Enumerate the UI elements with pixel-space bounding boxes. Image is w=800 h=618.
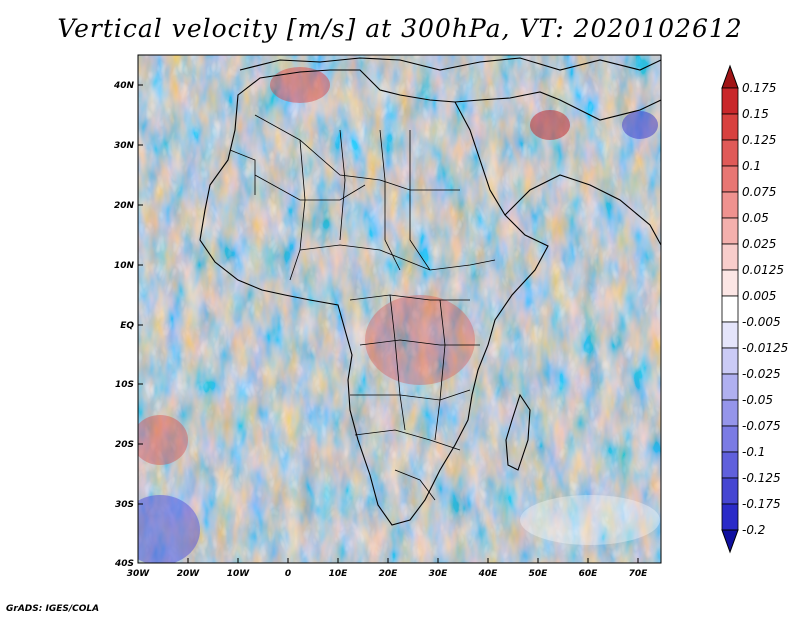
lat-label: 10N (114, 261, 135, 271)
colorbar-swatch (721, 399, 739, 427)
lat-label: 10S (115, 380, 134, 390)
colorbar-level-label: 0.075 (742, 185, 776, 199)
lon-label: 50E (529, 569, 549, 579)
colorbar-level-label: 0.125 (742, 133, 776, 147)
colorbar-swatch (721, 139, 739, 167)
colorbar-level-label: 0.05 (742, 211, 769, 225)
lon-label: 70E (629, 569, 649, 579)
colorbar-level-label: -0.005 (742, 315, 781, 329)
colorbar-swatch (721, 477, 739, 505)
chart-title: Vertical velocity [m/s] at 300hPa, VT: 2… (57, 14, 743, 43)
colorbar-level-label: -0.025 (742, 367, 781, 381)
colorbar-swatch (721, 191, 739, 219)
colorbar-level-label: 0.005 (742, 289, 776, 303)
colorbar-top-arrow (721, 64, 739, 89)
colorbar-level-label: 0.15 (742, 107, 769, 121)
colorbar-swatch (721, 269, 739, 297)
colorbar-swatch (721, 503, 739, 531)
lon-label: 20E (379, 569, 399, 579)
colorbar-level-label: -0.1 (742, 445, 765, 459)
colorbar-level-label: 0.0125 (742, 263, 784, 277)
colorbar-swatch (721, 451, 739, 479)
colorbar-level-label: -0.2 (742, 523, 765, 537)
colorbar-level-label: 0.025 (742, 237, 776, 251)
lon-label: 10E (329, 569, 349, 579)
lat-label: 20N (114, 201, 135, 211)
country-borders (229, 114, 496, 501)
lon-label: 0 (285, 569, 291, 579)
colorbar-level-label: -0.0125 (742, 341, 788, 355)
axis-ticks (137, 84, 639, 564)
colorbar-swatch (721, 373, 739, 401)
colorbar-level-label: -0.175 (742, 497, 781, 511)
colorbar-swatch (721, 217, 739, 245)
lat-label: 30S (115, 500, 134, 510)
colorbar-swatch (721, 87, 739, 115)
colorbar-level-label: -0.05 (742, 393, 773, 407)
colorbar-swatch (721, 113, 739, 141)
colorbar-swatch (721, 321, 739, 349)
map-frame (137, 54, 662, 564)
colorbar-bottom-arrow (721, 529, 739, 554)
lat-label: 20S (115, 440, 134, 450)
coastlines (199, 57, 661, 526)
colorbar-swatch (721, 165, 739, 193)
colorbar-level-label: -0.125 (742, 471, 781, 485)
lon-labels: 30W 20W 10W 0 10E 20E 30E 40E 50E 60E 70… (127, 569, 648, 579)
lat-label: 30N (114, 141, 135, 151)
lon-label: 20W (177, 569, 201, 579)
grads-credit: GrADS: IGES/COLA (6, 604, 100, 614)
lon-label: 40E (478, 569, 499, 579)
colorbar-level-label: 0.1 (742, 159, 761, 173)
colorbar-swatch (721, 347, 739, 375)
colorbar-swatch (721, 295, 739, 323)
colorbar-level-label: 0.175 (742, 81, 776, 95)
lat-label: EQ (120, 321, 134, 331)
lat-label: 40S (114, 559, 134, 569)
velocity-field (138, 55, 661, 563)
lon-label: 10W (227, 569, 251, 579)
lon-label: 30W (127, 569, 151, 579)
colorbar-swatch (721, 243, 739, 271)
colorbar-level-label: -0.075 (742, 419, 781, 433)
lat-labels: 40N 30N 20N 10N EQ 10S 20S 30S 40S (113, 81, 135, 569)
colorbar: 0.175 0.15 0.125 0.1 0.075 0.05 0.025 0.0125 0.0… (721, 64, 788, 554)
lon-label: 30E (429, 569, 449, 579)
lat-label: 40N (113, 81, 135, 91)
colorbar-swatch (721, 425, 739, 453)
lon-label: 60E (579, 569, 599, 579)
